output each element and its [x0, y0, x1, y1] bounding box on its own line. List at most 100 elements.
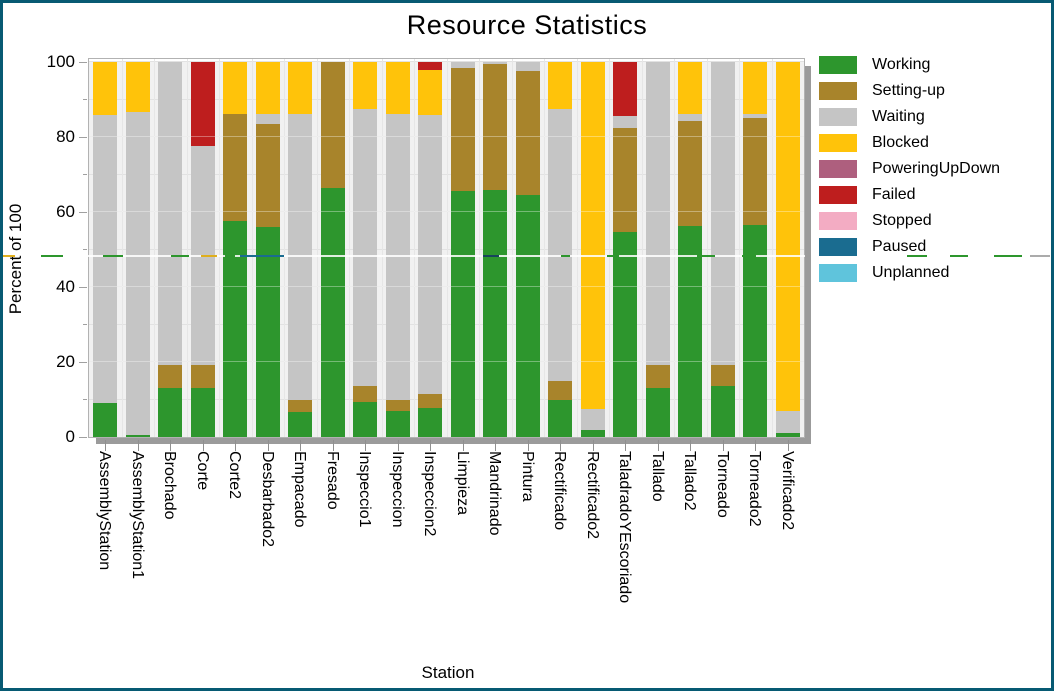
- legend-swatch-icon: [819, 212, 857, 230]
- legend-swatch-icon: [819, 160, 857, 178]
- y-gridline-overlay: [89, 361, 804, 362]
- legend-label: Paused: [872, 238, 927, 255]
- bar-segment-working: [255, 227, 280, 437]
- x-tick-label: Corte2: [226, 451, 244, 500]
- legend-item-blocked[interactable]: Blocked: [819, 130, 1000, 156]
- legend-item-poweringupdown[interactable]: PoweringUpDown: [819, 156, 1000, 182]
- reference-line-dash: [240, 255, 284, 257]
- x-tick-label: Brochado: [161, 451, 179, 520]
- y-axis-tick: [79, 361, 87, 363]
- y-tick-label: 100: [46, 51, 75, 71]
- y-axis-tick: [79, 436, 87, 438]
- legend-label: PoweringUpDown: [872, 160, 1001, 177]
- x-axis-tick: [397, 440, 399, 451]
- x-gridline: [154, 59, 155, 437]
- x-gridline: [316, 59, 318, 437]
- bar-segment-setting-up: [678, 120, 703, 227]
- legend-swatch-icon: [819, 108, 857, 126]
- plot-area: [88, 58, 805, 438]
- x-tick-label: Tallado2: [681, 451, 699, 511]
- x-tick-label: Empacado: [291, 451, 309, 528]
- x-axis-tick: [787, 440, 789, 451]
- x-gridline: [186, 59, 188, 437]
- bar-segment-blocked: [743, 62, 768, 114]
- bar-segment-blocked: [418, 70, 443, 116]
- x-tick-label: Desbarbado2: [258, 451, 276, 548]
- x-tick-label: Inspeccion2: [421, 451, 439, 537]
- bar-segment-waiting: [645, 62, 670, 365]
- bar-segment-setting-up: [710, 364, 735, 387]
- bar-segment-waiting: [450, 62, 475, 68]
- legend-item-setting-up[interactable]: Setting-up: [819, 78, 1000, 104]
- legend-item-paused[interactable]: Paused: [819, 234, 1000, 260]
- reference-line-dash: [41, 255, 63, 257]
- chart-title: Resource Statistics: [406, 10, 648, 40]
- x-gridline: [121, 59, 123, 437]
- x-axis-tick: [690, 440, 692, 451]
- bar-segment-setting-up: [743, 117, 768, 225]
- x-tick-label: Rectificado2: [583, 451, 601, 540]
- x-tick-label: AssemblyStation1: [128, 451, 146, 580]
- legend-item-working[interactable]: Working: [819, 52, 1000, 78]
- x-gridline: [576, 59, 578, 437]
- x-gridline: [414, 59, 415, 437]
- bar-segment-blocked: [255, 61, 280, 114]
- bar-segment-blocked: [288, 61, 313, 114]
- x-gridline: [674, 59, 675, 437]
- bar-segment-setting-up: [385, 400, 410, 411]
- y-axis-tick: [83, 399, 87, 400]
- legend-label: Unplanned: [872, 264, 950, 281]
- bar-segment-waiting: [743, 113, 768, 118]
- legend-item-failed[interactable]: Failed: [819, 182, 1000, 208]
- x-gridline: [446, 59, 448, 437]
- reference-line-dash: [697, 255, 715, 257]
- legend-item-unplanned[interactable]: Unplanned: [819, 260, 1000, 286]
- bar-segment-working: [385, 410, 410, 437]
- x-axis-tick: [267, 440, 269, 451]
- bar-segment-setting-up: [223, 113, 248, 221]
- bar-segment-working: [710, 386, 735, 437]
- bar-segment-working: [645, 388, 670, 437]
- bar-segment-blocked: [548, 62, 573, 109]
- legend-swatch-icon: [819, 186, 857, 204]
- bar-segment-setting-up: [645, 364, 670, 389]
- legend-item-waiting[interactable]: Waiting: [819, 104, 1000, 130]
- reference-line-dash: [171, 255, 189, 257]
- reference-line-dash: [950, 255, 968, 257]
- y-axis-tick: [83, 174, 87, 175]
- y-axis-tick: [83, 249, 87, 250]
- bar-segment-waiting: [548, 108, 573, 382]
- x-gridline: [284, 59, 285, 437]
- x-gridline: [251, 59, 253, 437]
- legend-item-stopped[interactable]: Stopped: [819, 208, 1000, 234]
- x-tick-label: Tallado: [648, 451, 666, 502]
- bar-segment-blocked: [775, 61, 800, 411]
- bar-segment-working: [450, 191, 475, 437]
- bar-segment-working: [288, 411, 313, 437]
- bar-segment-working: [613, 231, 638, 437]
- bar-segment-setting-up: [158, 364, 183, 389]
- legend-label: Failed: [872, 186, 916, 203]
- x-tick-label: Torneado: [713, 451, 731, 518]
- bar-segment-setting-up: [353, 385, 378, 403]
- x-axis-tick: [722, 440, 724, 451]
- bar-segment-waiting: [418, 115, 443, 394]
- reference-line-dash: [607, 255, 619, 257]
- x-tick-label: Limpieza: [453, 451, 471, 516]
- bar-segment-waiting: [515, 62, 540, 71]
- x-gridline: [771, 59, 773, 437]
- x-tick-label: Verificado2: [778, 451, 796, 531]
- x-axis-tick: [300, 440, 302, 451]
- bar-segment-working: [678, 226, 703, 437]
- x-axis-tick: [527, 440, 529, 451]
- bar-segment-waiting: [353, 108, 378, 386]
- bar-segment-setting-up: [320, 62, 345, 188]
- reference-line-dash: [3, 255, 15, 257]
- x-tick-label: Corte: [193, 451, 211, 491]
- bar-segment-working: [743, 224, 768, 437]
- bar-segment-working: [125, 435, 150, 437]
- bar-segment-working: [320, 187, 345, 437]
- x-axis-tick: [137, 440, 139, 451]
- bar-segment-working: [548, 399, 573, 437]
- bar-segment-setting-up: [418, 393, 443, 409]
